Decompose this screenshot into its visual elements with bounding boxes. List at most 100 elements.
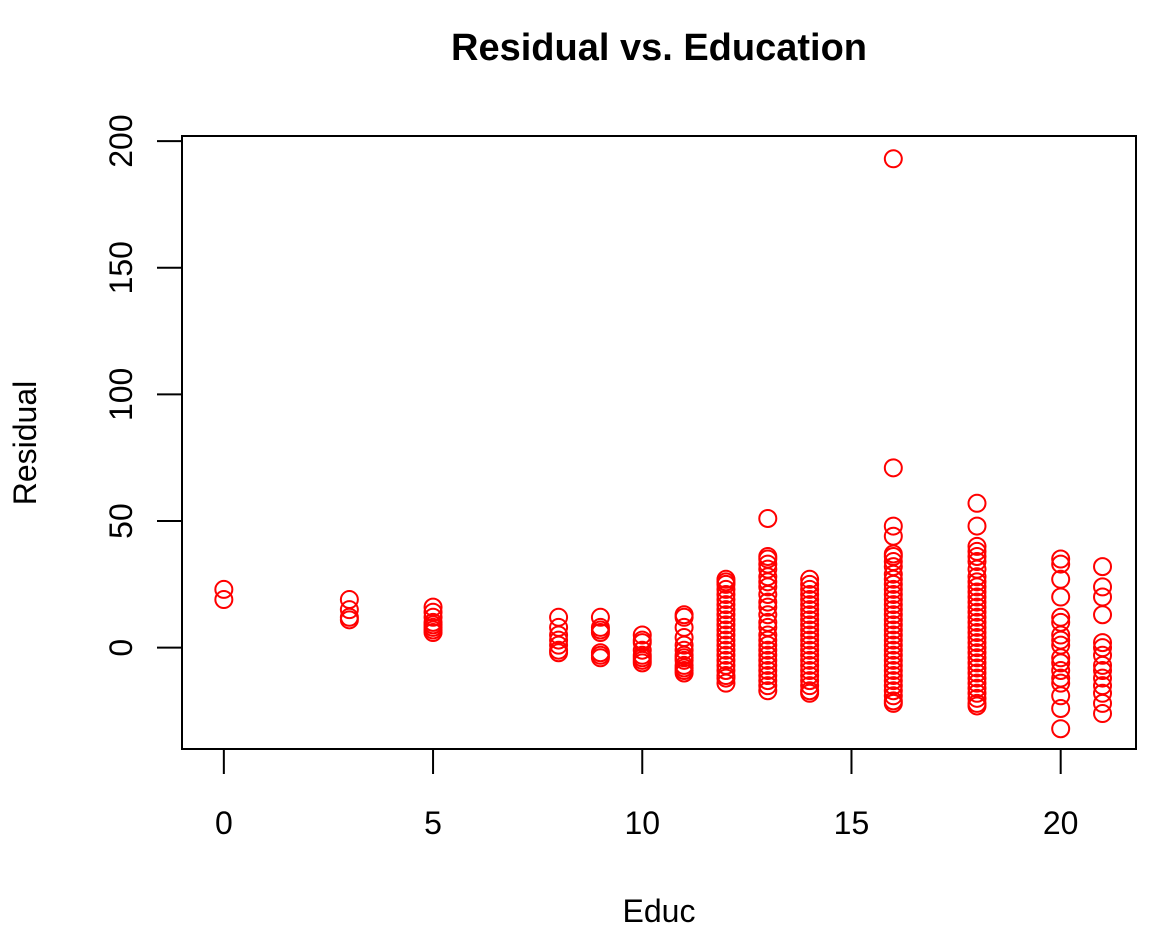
data-point <box>1093 605 1113 625</box>
data-point <box>967 546 987 566</box>
data-point <box>716 620 736 640</box>
data-point <box>883 635 903 655</box>
data-point <box>716 615 736 635</box>
data-point <box>716 600 736 620</box>
data-point <box>1093 655 1113 675</box>
x-axis: 0 5 10 15 20 <box>215 748 1078 841</box>
data-point <box>674 607 694 627</box>
data-point <box>800 579 820 599</box>
data-point <box>716 595 736 615</box>
data-point <box>800 605 820 625</box>
data-point <box>1051 625 1071 645</box>
data-point <box>1093 704 1113 724</box>
data-point <box>800 660 820 680</box>
y-axis: 0 50 100 150 200 <box>103 114 183 657</box>
data-point <box>883 579 903 599</box>
data-point <box>758 577 778 597</box>
data-point <box>967 653 987 673</box>
data-point <box>214 579 234 599</box>
data-point <box>967 607 987 627</box>
data-point <box>1051 653 1071 673</box>
data-point <box>339 600 359 620</box>
data-point <box>967 663 987 683</box>
data-point <box>883 650 903 670</box>
data-point <box>967 688 987 708</box>
data-point <box>883 569 903 589</box>
data-point <box>800 655 820 675</box>
data-point <box>800 630 820 650</box>
data-point <box>800 595 820 615</box>
data-point <box>883 149 903 169</box>
data-point <box>758 597 778 617</box>
data-point <box>800 635 820 655</box>
data-point <box>716 605 736 625</box>
data-point <box>883 625 903 645</box>
plot-frame <box>181 135 1137 750</box>
data-point <box>758 650 778 670</box>
x-axis-label: Educ <box>623 893 696 929</box>
data-point <box>758 681 778 701</box>
data-point <box>758 676 778 696</box>
data-point <box>716 645 736 665</box>
data-point <box>632 653 652 673</box>
data-point <box>883 574 903 594</box>
data-point <box>758 605 778 625</box>
data-point <box>800 620 820 640</box>
y-tick-label: 0 <box>103 639 139 657</box>
data-point <box>1093 693 1113 713</box>
data-point <box>967 668 987 688</box>
data-point <box>883 590 903 610</box>
data-point <box>800 590 820 610</box>
data-point <box>967 577 987 597</box>
data-point <box>800 615 820 635</box>
data-point <box>967 628 987 648</box>
data-point <box>214 590 234 610</box>
data-point <box>716 584 736 604</box>
data-point <box>883 655 903 675</box>
data-point <box>716 579 736 599</box>
data-point <box>800 625 820 645</box>
y-tick-label: 100 <box>103 368 139 421</box>
data-point <box>716 590 736 610</box>
data-point <box>1051 549 1071 569</box>
data-point <box>967 696 987 716</box>
data-point <box>883 630 903 650</box>
data-point <box>674 635 694 655</box>
data-point <box>883 595 903 615</box>
data-point <box>967 567 987 587</box>
data-point <box>758 645 778 665</box>
data-point <box>758 660 778 680</box>
data-point <box>883 564 903 584</box>
data-point <box>758 592 778 612</box>
data-point <box>1051 587 1071 607</box>
data-point <box>883 526 903 546</box>
data-point <box>758 666 778 686</box>
data-point <box>758 572 778 592</box>
data-point <box>883 605 903 625</box>
data-point <box>1093 587 1113 607</box>
data-point <box>1051 673 1071 693</box>
data-point <box>758 508 778 528</box>
data-point <box>716 625 736 645</box>
data-point <box>800 650 820 670</box>
data-point <box>1093 645 1113 665</box>
data-points <box>214 149 1113 739</box>
data-point <box>883 584 903 604</box>
data-point <box>800 640 820 660</box>
data-point <box>1093 683 1113 703</box>
data-point <box>716 673 736 693</box>
data-point <box>1051 698 1071 718</box>
data-point <box>883 660 903 680</box>
data-point <box>1051 686 1071 706</box>
data-point <box>800 610 820 630</box>
data-point <box>967 617 987 637</box>
y-tick-label: 200 <box>103 114 139 167</box>
data-point <box>883 615 903 635</box>
data-point <box>883 671 903 691</box>
data-point <box>674 663 694 683</box>
data-point <box>423 607 443 627</box>
data-point <box>967 587 987 607</box>
data-point <box>549 630 569 650</box>
data-point <box>967 643 987 663</box>
